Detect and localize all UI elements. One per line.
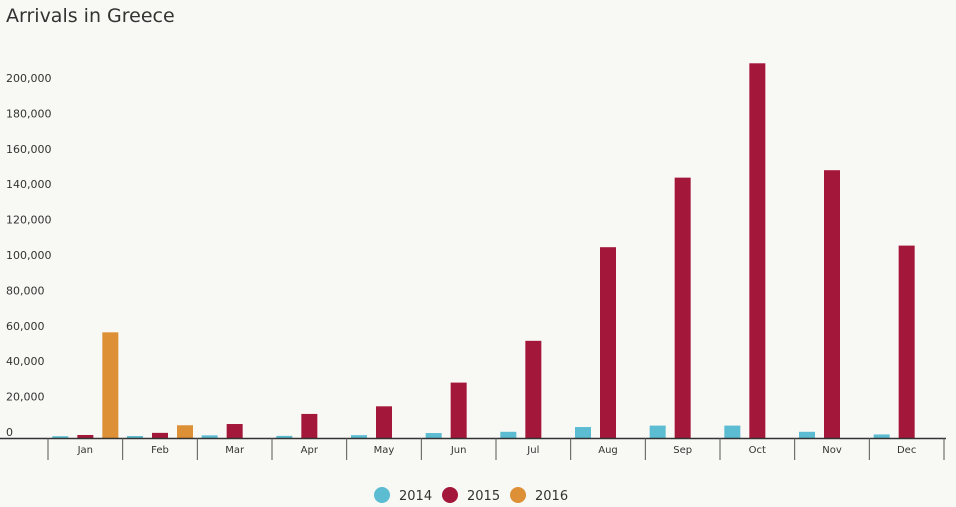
bar-2016-feb[interactable] [177,425,193,438]
bar-2015-jan[interactable] [77,434,94,438]
bar-2014-sep[interactable] [649,425,666,438]
legend-item-2015[interactable]: 2015 [442,487,500,504]
x-tick-label: Nov [822,445,842,456]
bar-2016-jan[interactable] [102,332,119,438]
x-tick-label: Apr [301,445,319,456]
y-tick-label: 140,000 [6,178,52,191]
bars [52,63,915,438]
x-tick-label: Oct [749,445,766,456]
chart-title: Arrivals in Greece [6,5,175,27]
legend-label: 2016 [535,489,568,504]
legend-marker [374,487,390,503]
bar-2015-oct[interactable] [749,63,766,438]
y-tick-label: 20,000 [6,391,45,404]
bar-2015-apr[interactable] [301,413,318,438]
x-tick-label: Jul [526,445,539,456]
bar-2015-dec[interactable] [898,245,915,438]
y-tick-label: 100,000 [6,249,52,262]
x-tick-label: Jun [450,445,467,456]
bar-2015-aug[interactable] [600,247,616,438]
bar-2014-dec[interactable] [873,434,890,438]
x-tick-label: Aug [598,445,618,456]
legend-item-2016[interactable]: 2016 [510,487,568,504]
bar-2015-sep[interactable] [674,177,691,438]
bar-2014-apr[interactable] [276,435,293,438]
bar-2015-mar[interactable] [226,424,243,438]
bar-2015-jun[interactable] [450,382,467,438]
bar-2015-jul[interactable] [525,340,542,438]
bar-2015-nov[interactable] [824,170,840,438]
x-tick-label: Mar [225,445,245,456]
legend-item-2014[interactable]: 2014 [374,487,432,504]
bar-2014-feb[interactable] [127,436,143,438]
y-axis: 0 20,000 40,000 60,000 80,000 100,000 120,000 1… [6,72,52,439]
bar-2014-nov[interactable] [799,431,815,438]
bar-2014-jul[interactable] [500,431,517,438]
y-tick-label: 0 [6,426,13,439]
bar-2014-jan[interactable] [52,436,69,438]
x-tick-label: May [374,445,395,456]
x-tick-label: Jan [77,445,93,456]
legend: 2014 2015 2016 [374,487,568,504]
bar-2015-may[interactable] [376,406,392,438]
bar-2014-oct[interactable] [724,425,741,438]
y-tick-label: 40,000 [6,355,45,368]
y-tick-label: 60,000 [6,320,45,333]
legend-marker [442,487,458,503]
y-tick-label: 120,000 [6,214,52,227]
bar-2014-jun[interactable] [425,433,442,438]
bar-2015-feb[interactable] [152,432,168,438]
bar-2014-may[interactable] [351,435,367,438]
x-tick-label: Sep [673,445,692,456]
bar-2014-aug[interactable] [575,427,591,438]
legend-label: 2015 [467,489,500,504]
y-tick-label: 160,000 [6,143,52,156]
bar-2014-mar[interactable] [201,435,218,438]
x-tick-label: Feb [151,445,169,456]
y-tick-label: 80,000 [6,284,45,297]
y-tick-label: 180,000 [6,107,52,120]
legend-marker [510,487,526,503]
y-tick-label: 200,000 [6,72,52,85]
legend-label: 2014 [399,489,432,504]
x-tick-label: Dec [897,445,916,456]
x-axis: Jan Feb Mar Apr May Jun Jul Aug Sep Oct Nov Dec [0,437,946,460]
